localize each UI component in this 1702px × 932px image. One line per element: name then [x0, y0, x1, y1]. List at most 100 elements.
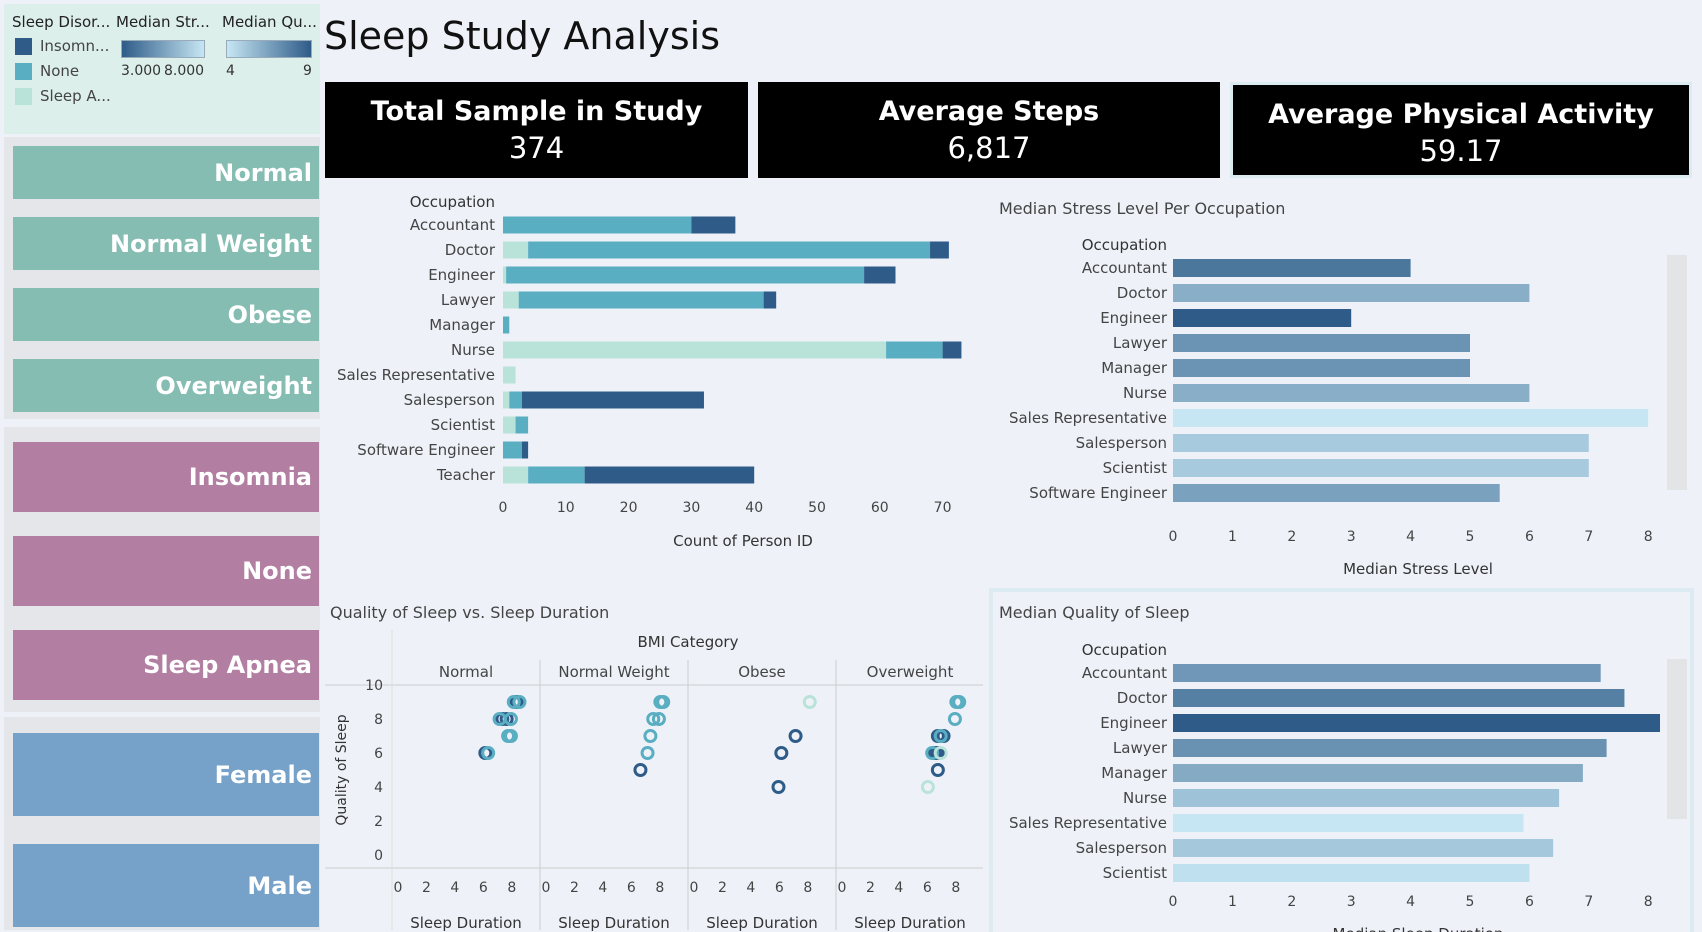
x-tick-label: 7 [1584, 894, 1593, 910]
bar [1173, 664, 1601, 682]
x-tick-label: 8 [507, 880, 516, 896]
bar-segment [503, 466, 529, 484]
scatter-point [643, 729, 658, 743]
x-tick-label: 6 [1525, 529, 1534, 545]
row-header: Occupation [410, 193, 495, 211]
filter-disorder-none[interactable]: None [13, 536, 319, 606]
x-tick-label: 60 [871, 500, 889, 516]
quality-max-label: 9 [303, 63, 312, 79]
stress-min-label: 3.000 [121, 63, 162, 79]
kpi-value: 6,817 [947, 131, 1031, 165]
scatter-chart-title: Quality of Sleep vs. Sleep Duration [330, 603, 610, 622]
median-quality-chart: Occupation Accountant Doctor Engineer Lawyer… [1009, 641, 1660, 932]
filter-gender-male[interactable]: Male [13, 844, 319, 927]
filter-disorder-insomnia[interactable]: Insomnia [13, 442, 319, 512]
x-tick-label: 6 [1525, 894, 1534, 910]
filter-disorder-sleep-apnea[interactable]: Sleep Apnea [13, 630, 319, 700]
category-label: Engineer [428, 266, 496, 284]
quality-min-label: 4 [226, 63, 235, 79]
bar-segment [864, 266, 896, 284]
category-label: Doctor [1117, 689, 1168, 707]
kpi-average-steps: Average Steps 6,817 [758, 82, 1220, 178]
quality-chart-scrollbar[interactable] [1667, 659, 1687, 819]
scatter-point [512, 695, 527, 709]
filter-gender-female[interactable]: Female [13, 733, 319, 816]
legend-swatch-none [15, 62, 32, 80]
x-tick-label: 3 [1347, 894, 1356, 910]
stress-chart-scrollbar[interactable] [1667, 255, 1687, 490]
bar [1173, 259, 1411, 277]
category-label: Accountant [1082, 259, 1167, 277]
x-axis-title: Median Stress Level [1343, 560, 1493, 578]
bar [1173, 459, 1589, 477]
bar [1173, 764, 1583, 782]
bmi-filter-group: Normal Normal Weight Obese Overweight [4, 137, 320, 419]
kpi-label: Average Physical Activity [1268, 99, 1654, 130]
y-tick-label: 10 [365, 678, 383, 694]
x-tick-label: 4 [450, 880, 459, 896]
legend-item-none[interactable]: None [15, 62, 79, 80]
scatter-point [920, 780, 935, 794]
facet-label: Overweight [867, 663, 954, 681]
category-label: Scientist [1103, 864, 1168, 882]
y-tick-label: 8 [374, 712, 383, 728]
legend-label: None [40, 62, 80, 80]
kpi-average-physical-activity: Average Physical Activity 59.17 [1230, 82, 1692, 178]
x-tick-label: 2 [422, 880, 431, 896]
legend-item-sleep-apnea[interactable]: Sleep A... [15, 87, 111, 105]
x-tick-label: 6 [775, 880, 784, 896]
filter-bmi-normal-weight[interactable]: Normal Weight [13, 217, 319, 270]
scatter-point [656, 695, 671, 709]
bar-segment [763, 291, 777, 309]
category-label: Lawyer [1113, 739, 1168, 757]
gender-filter-group: Female Male [4, 717, 320, 930]
category-label: Manager [1101, 764, 1168, 782]
legend-swatch-sleep-apnea [15, 87, 32, 105]
legend-item-insomnia[interactable]: Insomn... [15, 37, 109, 55]
x-tick-label: 0 [542, 880, 551, 896]
scatter-point [925, 746, 940, 760]
filter-bmi-normal[interactable]: Normal [13, 146, 319, 199]
x-tick-label: 6 [479, 880, 488, 896]
bar [1173, 384, 1530, 402]
x-tick-label: 1 [1228, 529, 1237, 545]
bar [1173, 814, 1524, 832]
row-header: Occupation [1082, 236, 1167, 254]
x-tick-label: 50 [808, 500, 826, 516]
stress-max-label: 8.000 [164, 63, 205, 79]
legend-swatch-insomnia [15, 37, 32, 55]
category-label: Lawyer [441, 291, 496, 309]
facet-header: BMI Category [638, 633, 739, 651]
bar-segment [521, 391, 704, 409]
bar-segment [503, 291, 519, 309]
scatter-point [651, 712, 666, 726]
category-label: Manager [1101, 359, 1168, 377]
category-label: Manager [429, 316, 496, 334]
x-tick-label: 0 [1169, 894, 1178, 910]
bar-segment [528, 466, 585, 484]
scatter-point [949, 695, 964, 709]
x-tick-label: 8 [1644, 894, 1653, 910]
scatter-point [788, 729, 803, 743]
bar [1173, 714, 1660, 732]
x-tick-label: 40 [745, 500, 763, 516]
bar-segment [503, 241, 529, 259]
row-header: Occupation [1082, 641, 1167, 659]
category-label: Lawyer [1113, 334, 1168, 352]
bar-segment [518, 291, 764, 309]
quality-chart-frame [989, 588, 1694, 932]
bar [1173, 689, 1625, 707]
bar [1173, 334, 1470, 352]
filter-bmi-obese[interactable]: Obese [13, 288, 319, 341]
filter-bmi-overweight[interactable]: Overweight [13, 359, 319, 412]
x-tick-label: 2 [866, 880, 875, 896]
x-tick-label: 1 [1228, 894, 1237, 910]
legend-panel: Sleep Disor... Median Str... Median Qu..… [4, 4, 320, 134]
legend-header-median-stress: Median Str... [116, 13, 210, 31]
scatter-point [646, 712, 661, 726]
category-label: Sales Representative [337, 366, 495, 384]
x-tick-label: 8 [655, 880, 664, 896]
kpi-total-sample: Total Sample in Study 374 [325, 82, 748, 178]
bar-segment [503, 366, 516, 384]
legend-label: Insomn... [40, 37, 110, 55]
